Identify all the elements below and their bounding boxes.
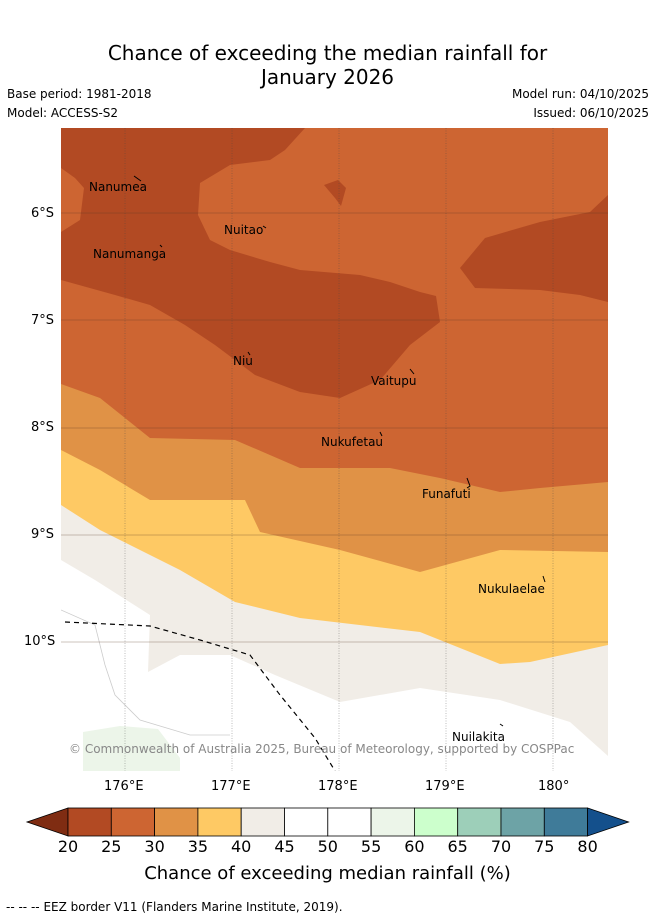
colorbar-under-arrow: [25, 807, 69, 837]
model-name: Model: ACCESS-S2: [7, 106, 119, 120]
base-period: Base period: 1981-2018: [7, 87, 152, 101]
zone-20-25-north: [61, 128, 440, 398]
colorbar-segment: [457, 807, 502, 837]
eez-legend-text: EEZ border V11 (Flanders Marine Institut…: [43, 900, 343, 914]
colorbar-tick-label: 35: [187, 837, 209, 856]
island-label-funafuti: Funafuti: [422, 487, 471, 501]
colorbar-segment: [284, 807, 329, 837]
colorbar-segment: [67, 807, 112, 837]
lon-label-179e: 179°E: [425, 779, 465, 794]
zone-55-60: [83, 726, 180, 771]
lat-label-10s: 10°S: [24, 634, 56, 649]
coastline-west: [61, 609, 230, 736]
lat-gridlines: [61, 212, 608, 643]
lat-label-9s: 9°S: [31, 527, 55, 542]
island-label-nanumanga: Nanumanga: [93, 247, 166, 261]
colorbar-segment: [413, 807, 459, 837]
colorbar-tick-label: 50: [317, 837, 338, 856]
lon-label-176e: 176°E: [104, 779, 144, 794]
colorbar-tick-label: 55: [360, 837, 382, 856]
copyright-notice: © Commonwealth of Australia 2025, Bureau…: [69, 742, 574, 756]
rainfall-map: Nanumea Nuitao Nanumanga Niu Vaitupu Nuk…: [61, 128, 608, 771]
colorbar-segment: [197, 807, 242, 837]
map-title-line-1: Chance of exceeding the median rainfall …: [107, 41, 548, 65]
island-label-nuitao: Nuitao: [224, 223, 263, 237]
eez-legend: -- -- -- EEZ border V11 (Flanders Marine…: [6, 900, 343, 914]
colorbar-label: Chance of exceeding median rainfall (%): [144, 863, 511, 884]
lon-label-178e: 178°E: [318, 779, 358, 794]
colorbar-tick-label: 25: [101, 837, 122, 856]
colorbar-tick-label: 70: [490, 837, 512, 856]
colorbar-tick-label: 30: [144, 837, 165, 856]
colorbar-tick-label: 60: [404, 837, 425, 856]
island-label-niu: Niu: [233, 354, 253, 368]
colorbar-segment: [154, 807, 199, 837]
colorbar-tick-label: 40: [231, 837, 252, 856]
eez-legend-dashes: -- -- --: [6, 900, 40, 914]
eez-border: [64, 621, 336, 771]
colorbar-over-arrow: [587, 807, 630, 837]
island-marks: [133, 175, 546, 727]
lat-label-7s: 7°S: [31, 313, 55, 328]
zone-20-25-east: [460, 195, 608, 302]
colorbar-segment: [240, 807, 285, 837]
colorbar-segment: [500, 807, 545, 837]
island-label-nanumea: Nanumea: [89, 180, 147, 194]
map-title-line-2: January 2026: [260, 65, 395, 89]
colorbar-segment: [327, 807, 372, 837]
colorbar-tick-label: 75: [534, 837, 555, 856]
zone-50-55: [61, 560, 608, 771]
colorbar: [25, 807, 630, 837]
issued-date: Issued: 06/10/2025: [533, 106, 649, 120]
colorbar-tick-label: 45: [274, 837, 295, 856]
model-run-date: Model run: 04/10/2025: [511, 87, 649, 101]
island-label-nukufetau: Nukufetau: [321, 435, 383, 449]
lat-label-8s: 8°S: [31, 420, 55, 435]
island-label-vaitupu: Vaitupu: [371, 374, 417, 388]
colorbar-segment: [370, 807, 415, 837]
lon-gridlines: [124, 128, 554, 771]
island-label-nuilakita: Nuilakita: [452, 730, 505, 744]
lon-label-177e: 177°E: [211, 779, 251, 794]
lat-label-6s: 6°S: [31, 206, 55, 221]
colorbar-tick-label: 65: [447, 837, 468, 856]
colorbar-tick-label: 80: [577, 837, 598, 856]
colorbar-segment: [543, 807, 588, 837]
colorbar-tick-label: 20: [57, 837, 79, 856]
zone-20-25-spot: [324, 180, 346, 206]
colorbar-segment: [110, 807, 156, 837]
lon-label-180: 180°: [538, 779, 570, 794]
island-label-nukulaelae: Nukulaelae: [478, 582, 545, 596]
